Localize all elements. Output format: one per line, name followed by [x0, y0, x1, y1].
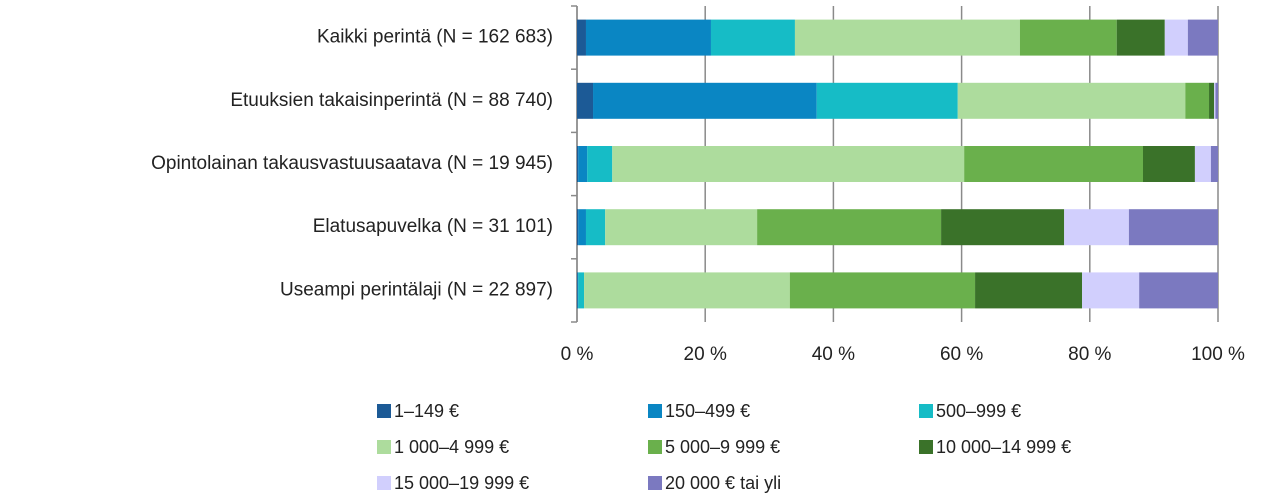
legend-label: 10 000–14 999 €: [936, 437, 1071, 457]
legend-label: 15 000–19 999 €: [394, 473, 529, 493]
bar-segment: [1210, 146, 1218, 182]
bar-segment: [794, 19, 1020, 56]
bar-segment: [1139, 272, 1218, 309]
legend-swatch: [919, 404, 933, 418]
x-tick-label: 20 %: [684, 344, 727, 365]
bar-segment: [975, 272, 1083, 309]
bar-segment: [1214, 82, 1216, 119]
legend-label: 500–999 €: [936, 401, 1021, 421]
legend-swatch: [377, 440, 391, 454]
bar-segment: [816, 82, 958, 119]
legend-swatch: [377, 476, 391, 490]
legend-swatch: [648, 440, 662, 454]
legend-swatch: [919, 440, 933, 454]
bar-segment: [1209, 82, 1215, 119]
bar-segment: [1064, 209, 1129, 246]
x-tick-label: 100 %: [1191, 344, 1245, 365]
legend-swatch: [648, 476, 662, 490]
bar-segment: [577, 272, 578, 309]
bar-segment: [710, 19, 795, 56]
y-tick-label: Opintolainan takausvastuusaatava (N = 19…: [151, 153, 553, 174]
y-tick-label: Useampi perintälaji (N = 22 897): [280, 279, 553, 300]
legend-swatch: [648, 404, 662, 418]
bar-segment: [577, 272, 579, 309]
legend-swatch: [377, 404, 391, 418]
legend-label: 20 000 € tai yli: [665, 473, 781, 493]
bar-segment: [593, 82, 817, 119]
y-tick-label: Kaikki perintä (N = 162 683): [317, 27, 553, 48]
bar-segment: [578, 272, 585, 309]
x-tick-label: 80 %: [1068, 344, 1111, 365]
legend-label: 1–149 €: [394, 401, 459, 421]
bar-segment: [789, 272, 976, 309]
x-tick-label: 60 %: [940, 344, 983, 365]
bar-segment: [605, 209, 758, 246]
legend-label: 1 000–4 999 €: [394, 437, 509, 457]
bar-segment: [1215, 82, 1218, 119]
bar-segment: [1128, 209, 1218, 246]
bar-segment: [577, 209, 579, 246]
y-tick-label: Elatusapuvelka (N = 31 101): [313, 216, 553, 237]
x-tick-label: 0 %: [561, 344, 594, 365]
bar-segment: [1082, 272, 1140, 309]
bar-segment: [1143, 146, 1195, 182]
bar-segment: [1185, 82, 1210, 119]
bar-segment: [1187, 19, 1218, 56]
bar-segment: [577, 82, 594, 119]
bar-segment: [1019, 19, 1117, 56]
bar-segment: [1164, 19, 1188, 56]
bar-segment: [587, 146, 613, 182]
x-tick-label: 40 %: [812, 344, 855, 365]
bar-segment: [757, 209, 942, 246]
bar-segment: [941, 209, 1065, 246]
bar-segment: [577, 19, 586, 56]
bar-segment: [1194, 146, 1211, 182]
bar-segment: [585, 209, 606, 246]
legend-label: 150–499 €: [665, 401, 750, 421]
bar-segment: [578, 209, 586, 246]
bar-segment: [585, 19, 711, 56]
bar-segment: [577, 146, 579, 182]
bar-segment: [578, 146, 588, 182]
bar-segment: [964, 146, 1144, 182]
bar-segment: [957, 82, 1186, 119]
legend-label: 5 000–9 999 €: [665, 437, 780, 457]
bar-segment: [584, 272, 790, 309]
bar-segment: [1116, 19, 1165, 56]
legend: 1–149 € 150–499 € 500–999 € 1 000–4 999 € 5 …: [377, 401, 1071, 493]
y-tick-label: Etuuksien takaisinperintä (N = 88 740): [230, 90, 553, 111]
bar-segment: [612, 146, 965, 182]
